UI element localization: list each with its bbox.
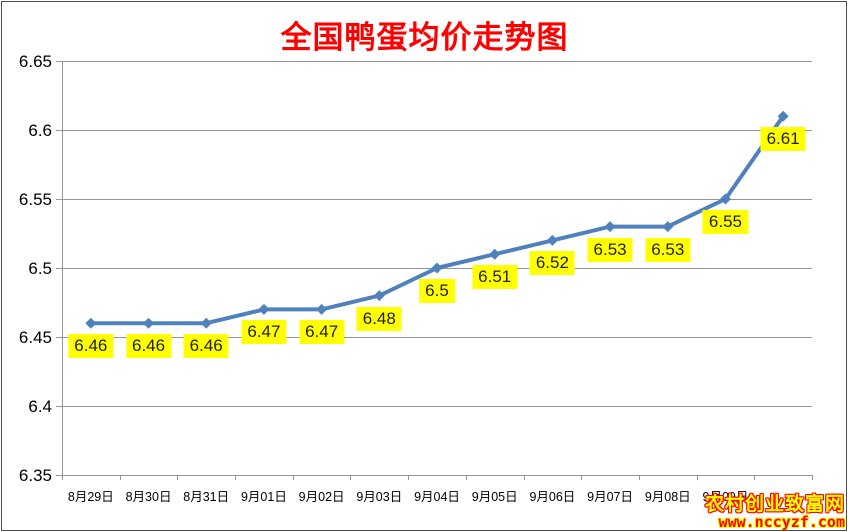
- data-label: 6.46: [68, 334, 114, 359]
- data-label: 6.48: [356, 306, 402, 331]
- data-label: 6.52: [529, 251, 575, 276]
- y-tick-label: 6.55: [18, 189, 52, 209]
- data-point-marker: [777, 110, 789, 122]
- x-tick-label: 9月07日: [587, 490, 633, 504]
- data-point-marker: [489, 248, 501, 260]
- x-tick-label: 8月30日: [125, 490, 172, 504]
- x-tick-label: 9月04日: [414, 490, 460, 504]
- y-tick-label: 6.6: [28, 120, 52, 140]
- data-point-marker: [662, 221, 674, 233]
- data-label: 6.51: [472, 265, 518, 290]
- chart-title: 全国鸭蛋均价走势图: [280, 20, 569, 55]
- data-label: 6.55: [702, 210, 748, 234]
- data-label: 6.47: [299, 320, 345, 345]
- x-tick-label: 8月29日: [67, 490, 114, 504]
- data-label: 6.46: [183, 334, 229, 359]
- data-point-marker: [316, 303, 328, 315]
- x-tick-label: 9月09日: [702, 490, 749, 504]
- data-label: 6.61: [760, 127, 806, 152]
- y-tick-label: 6.65: [18, 51, 52, 71]
- x-tick-label: 9月08日: [644, 490, 691, 504]
- data-point-marker: [373, 290, 385, 302]
- data-label: 6.5: [419, 279, 455, 303]
- data-label: 6.47: [241, 320, 287, 345]
- x-tick-label: 9月05日: [471, 490, 518, 504]
- x-tick-label: 9月06日: [529, 490, 576, 504]
- x-tick-label: 9月03日: [356, 490, 403, 504]
- x-tick-label: 9月01日: [240, 490, 287, 504]
- x-tick-label: 9月02日: [298, 490, 345, 504]
- data-label: 6.53: [587, 237, 633, 262]
- data-point-marker: [546, 234, 558, 246]
- data-point-marker: [719, 193, 731, 205]
- data-point-marker: [258, 303, 270, 315]
- data-label: 6.46: [125, 334, 172, 359]
- watermark: 农村创业致富网 www.nccyzf.com: [705, 495, 845, 530]
- data-point-marker: [200, 317, 212, 329]
- data-point-marker: [85, 317, 97, 329]
- y-tick-label: 6.45: [18, 327, 52, 347]
- y-tick-label: 6.4: [28, 396, 52, 416]
- x-tick-label: 8月31日: [183, 490, 230, 504]
- y-tick-label: 6.5: [28, 258, 52, 278]
- data-label: 6.53: [645, 237, 691, 262]
- watermark-url: www.nccyzf.com: [718, 512, 845, 531]
- data-point-marker: [604, 221, 616, 233]
- y-tick-label: 6.35: [18, 465, 52, 485]
- data-point-marker: [431, 262, 443, 274]
- watermark-site-name: 农村创业致富网: [704, 494, 845, 516]
- data-point-marker: [143, 317, 155, 329]
